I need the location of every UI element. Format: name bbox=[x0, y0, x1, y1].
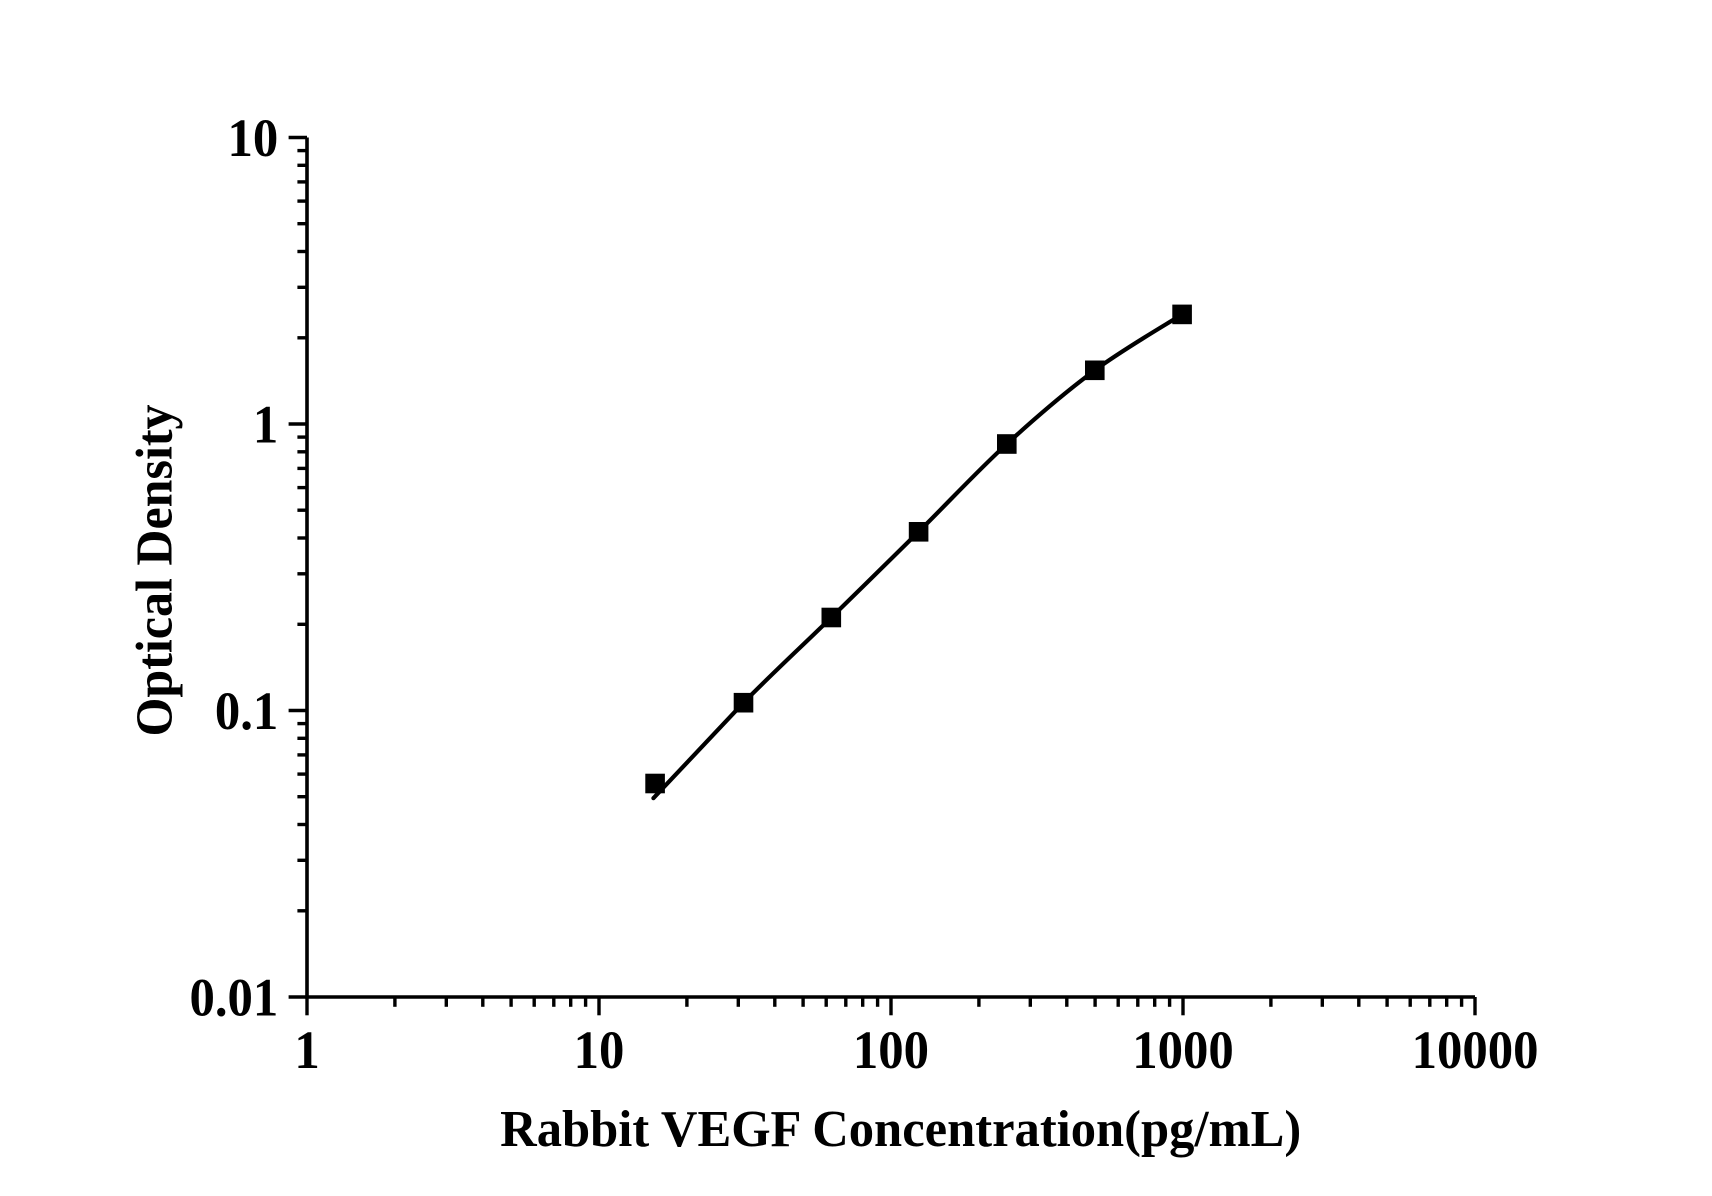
svg-text:100: 100 bbox=[853, 1021, 929, 1081]
svg-text:10: 10 bbox=[228, 108, 279, 168]
svg-text:10000: 10000 bbox=[1412, 1021, 1539, 1081]
svg-text:Optical Density: Optical Density bbox=[127, 404, 184, 737]
svg-text:Rabbit VEGF Concentration(pg/m: Rabbit VEGF Concentration(pg/mL) bbox=[500, 1100, 1301, 1158]
svg-text:1000: 1000 bbox=[1132, 1021, 1233, 1081]
svg-text:10: 10 bbox=[574, 1021, 625, 1081]
svg-text:0.1: 0.1 bbox=[215, 681, 278, 741]
svg-text:1: 1 bbox=[294, 1021, 319, 1081]
svg-text:0.01: 0.01 bbox=[189, 968, 278, 1028]
svg-text:1: 1 bbox=[253, 395, 278, 455]
